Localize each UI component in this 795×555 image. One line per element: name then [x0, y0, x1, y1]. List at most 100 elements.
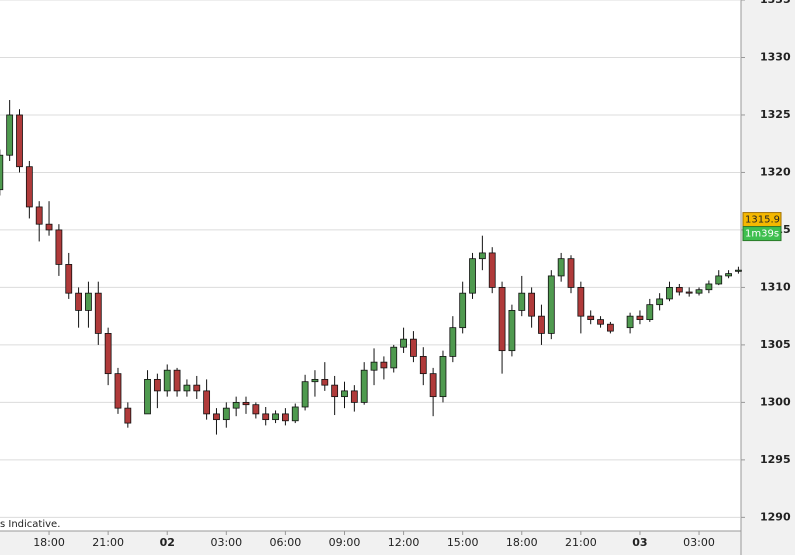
y-tick-label: 1330 — [760, 50, 791, 63]
x-tick-label: 18:00 — [33, 536, 65, 549]
candle-body — [25, 166, 33, 208]
candle-body — [0, 154, 4, 191]
candle-body — [213, 413, 220, 421]
candle-body — [419, 355, 427, 375]
candle-body — [469, 258, 476, 294]
candle-body — [65, 264, 73, 294]
candle-body — [695, 289, 703, 294]
y-tick-label: 1305 — [760, 338, 791, 351]
candle-body — [252, 404, 260, 415]
candle-body — [350, 390, 358, 403]
candle-body — [380, 361, 388, 369]
candle-body — [685, 291, 693, 294]
footnote: s Indicative. — [0, 519, 60, 530]
y-tick-label: 1310 — [760, 280, 791, 293]
y-tick-label: 1290 — [760, 510, 791, 523]
y-tick-label: 1320 — [760, 165, 791, 178]
candle-body — [203, 390, 211, 415]
candle-body — [193, 384, 201, 392]
countdown-box — [742, 226, 782, 242]
candle-body — [675, 287, 683, 293]
countdown-label: 1m39s — [745, 229, 779, 240]
candle-body — [291, 406, 299, 422]
candle-body — [400, 338, 407, 348]
candle-body — [153, 378, 161, 392]
candle-body — [429, 373, 437, 398]
x-tick-label: 03:00 — [683, 536, 715, 549]
candle-body — [666, 287, 673, 300]
candle-body — [6, 114, 14, 156]
candle-body — [163, 369, 171, 392]
candle-body — [16, 114, 23, 168]
candle-body — [567, 258, 575, 288]
candle-body — [390, 346, 398, 369]
y-tick-label: 1300 — [760, 395, 791, 408]
candle-body — [45, 223, 53, 231]
candle-body — [606, 323, 614, 332]
candle-body — [183, 384, 191, 392]
x-tick-label: 18:00 — [506, 536, 538, 549]
candle-body — [35, 206, 43, 225]
candle-body — [331, 384, 339, 398]
candle-body — [124, 407, 132, 424]
candle-body — [705, 283, 713, 291]
candle-body — [547, 275, 555, 334]
x-tick-label: 15:00 — [447, 536, 479, 549]
y-tick-label: 1325 — [760, 108, 791, 121]
candle-body — [498, 287, 506, 352]
candle-body — [459, 292, 467, 329]
candle-body — [597, 319, 604, 325]
candle-body — [114, 373, 122, 409]
x-tick-label: 02 — [160, 536, 175, 549]
candle-body — [538, 315, 545, 334]
candle-body — [144, 378, 151, 415]
candle-body — [242, 401, 250, 406]
candle-body — [508, 310, 516, 352]
candle-body — [282, 413, 289, 422]
candle-body — [557, 258, 565, 277]
candle-body — [104, 333, 112, 375]
candle-body — [94, 292, 102, 334]
candle-body — [85, 292, 92, 311]
candle-body — [311, 378, 319, 383]
candle-body — [449, 327, 457, 357]
candle-body — [370, 361, 378, 371]
candle-body — [587, 315, 595, 321]
y-tick-label: 1335 — [760, 0, 791, 6]
candle-body — [301, 381, 309, 408]
plot — [0, 0, 742, 518]
x-tick-label: 21:00 — [92, 536, 124, 549]
candle-body — [439, 355, 447, 398]
candle-body — [410, 338, 417, 357]
candle-body — [173, 369, 181, 392]
candle-body — [360, 369, 368, 403]
candle-body — [577, 287, 585, 317]
candle-body — [735, 269, 742, 272]
candle-body — [55, 229, 63, 265]
y-axis-panel — [741, 0, 795, 555]
candle-body — [478, 252, 486, 260]
x-axis-panel — [0, 531, 741, 555]
candle-body — [646, 304, 654, 321]
candle-body — [725, 273, 732, 277]
candle-body — [488, 252, 496, 288]
x-tick-label: 06:00 — [270, 536, 302, 549]
candle-body — [75, 292, 82, 311]
candle-body — [272, 413, 279, 421]
y-tick-label: 1295 — [760, 453, 791, 466]
candle-body — [321, 378, 329, 386]
price-label: 1315.9 — [745, 215, 780, 226]
candle-body — [626, 315, 634, 329]
candle-body — [715, 275, 723, 285]
candle-body — [528, 292, 536, 317]
x-tick-label: 03:00 — [210, 536, 242, 549]
candle-body — [656, 298, 664, 306]
candle-body — [636, 315, 644, 321]
candle-body — [262, 413, 270, 421]
candle-body — [232, 401, 240, 409]
x-tick-label: 03 — [632, 536, 647, 549]
candle-body — [341, 390, 348, 398]
candle-body — [518, 292, 526, 311]
